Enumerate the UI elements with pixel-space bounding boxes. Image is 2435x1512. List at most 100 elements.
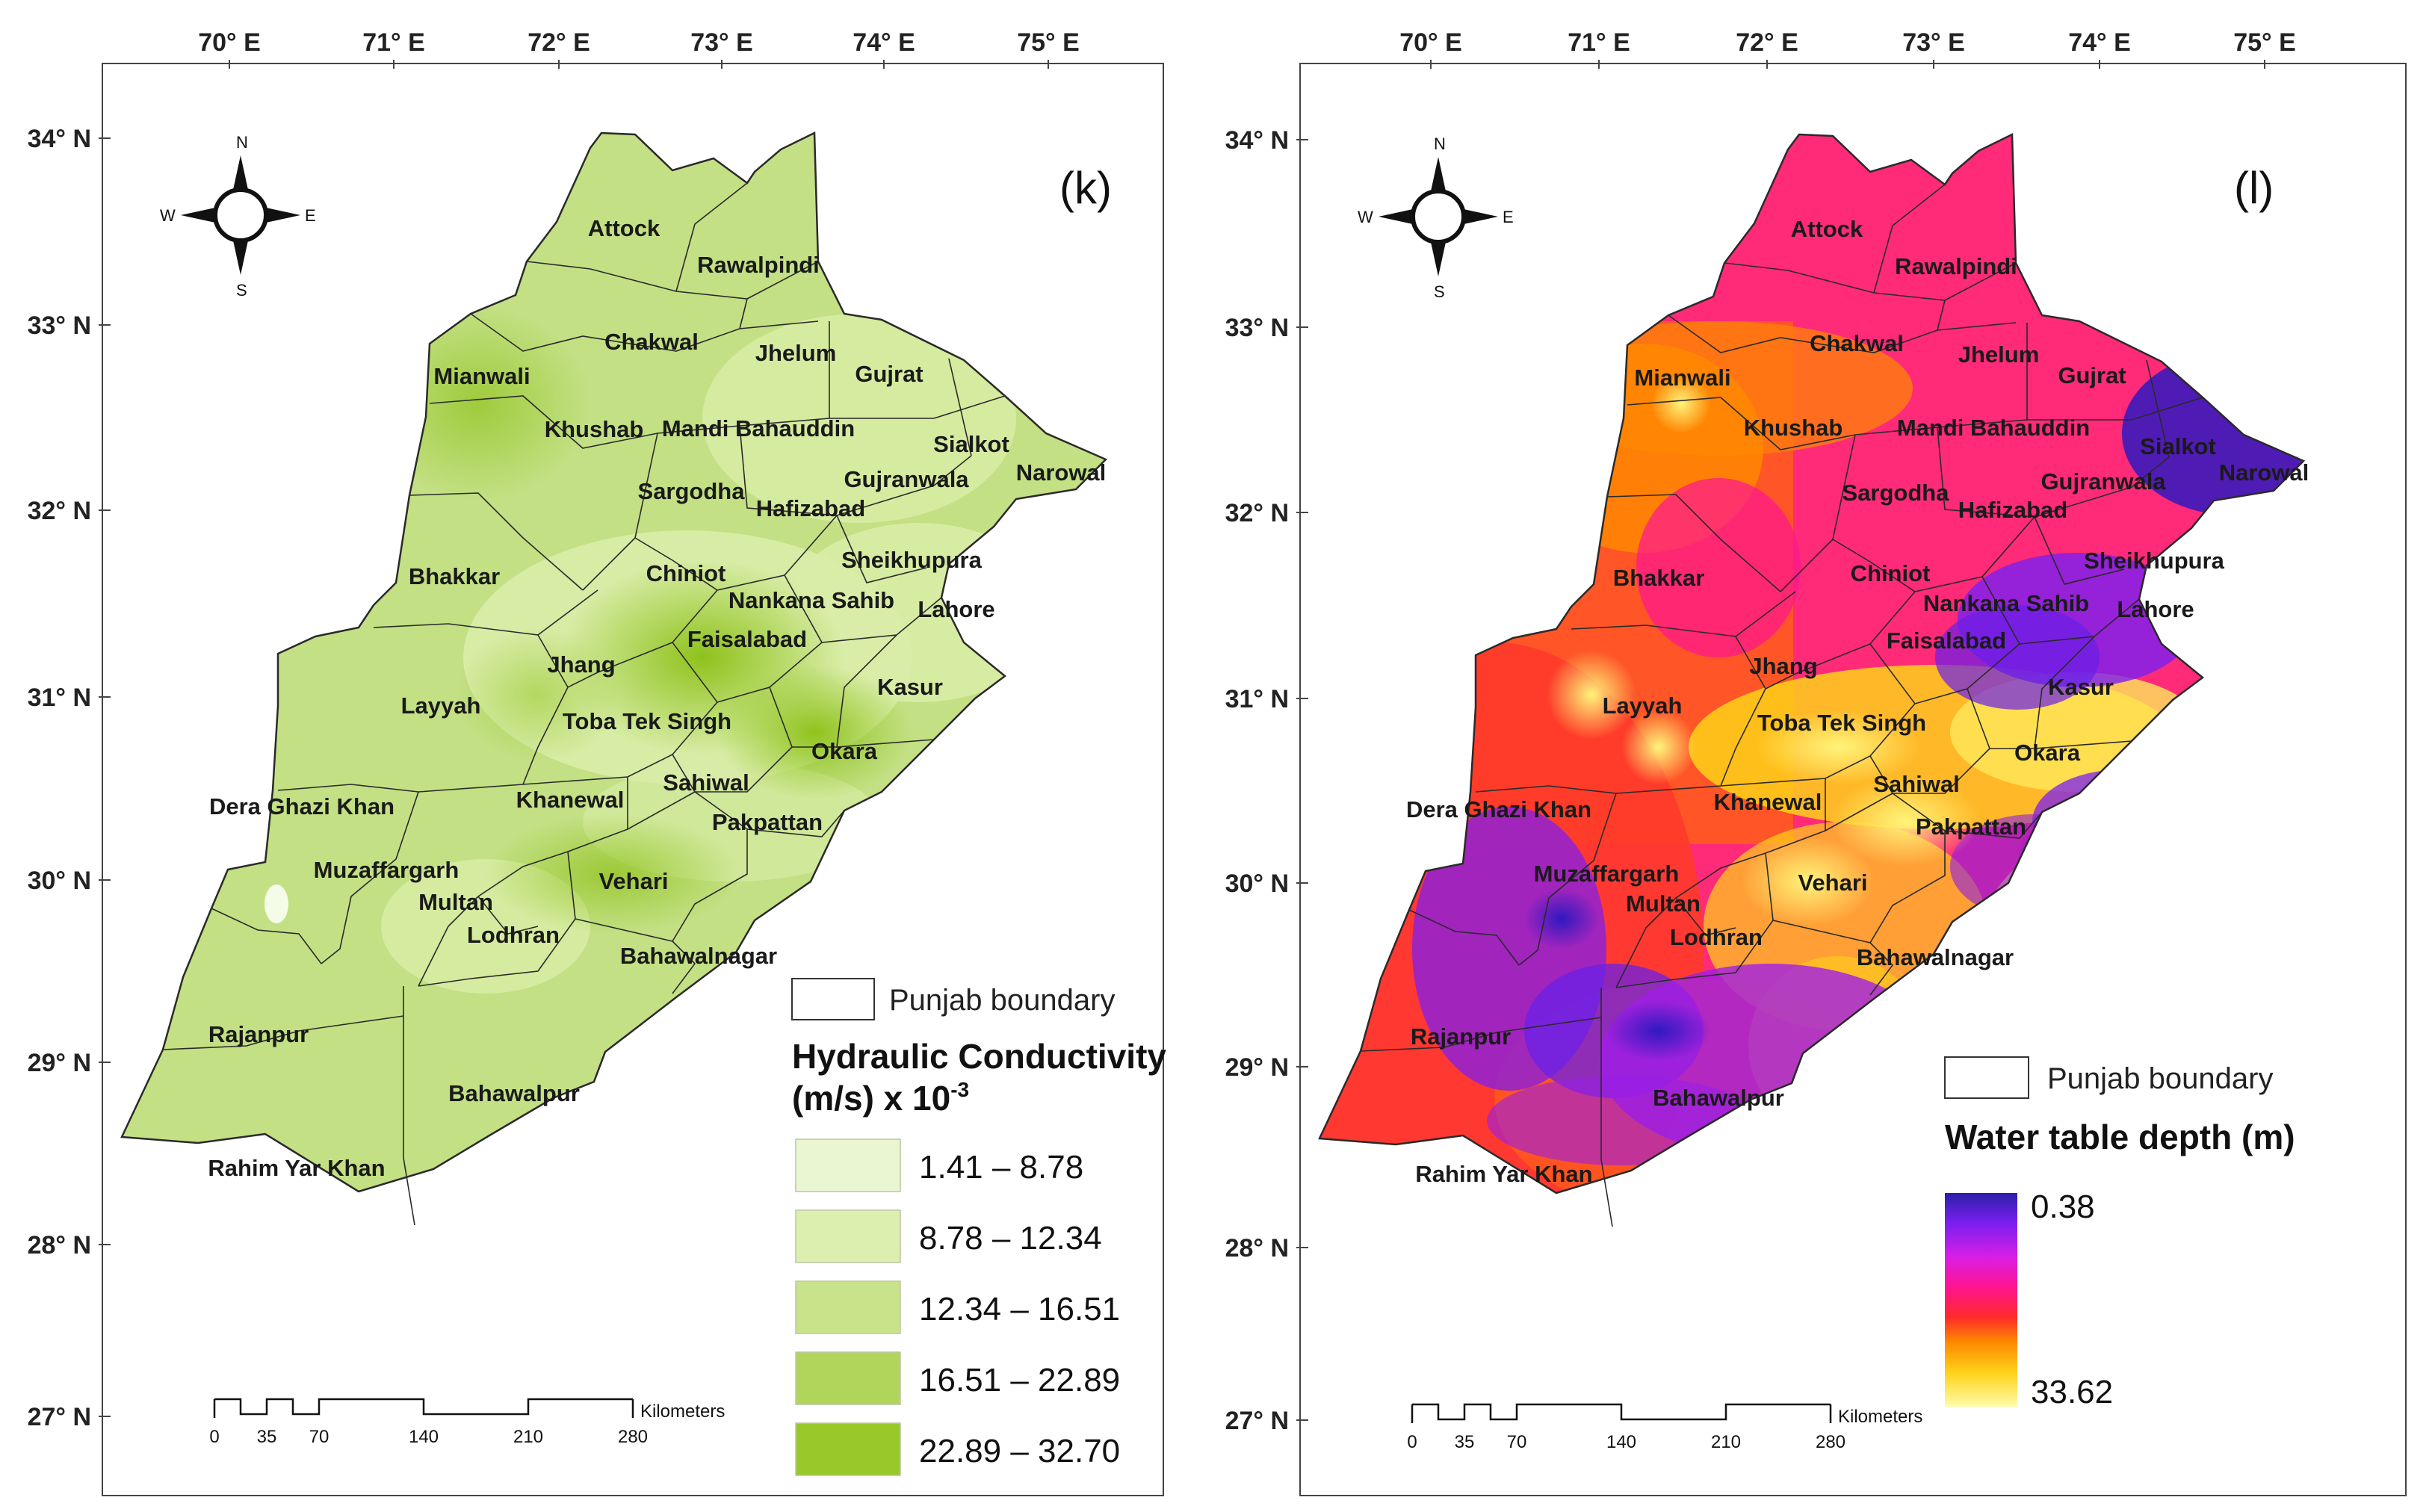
district-borders-k <box>162 182 1006 1226</box>
scale-tick-label: 35 <box>1455 1432 1475 1452</box>
district-label-okara: Okara <box>811 738 878 764</box>
district-label-rajanpur: Rajanpur <box>1411 1023 1511 1050</box>
north-arrow-k: N S E W <box>160 133 316 300</box>
legend-classes-k: 1.41 – 8.78 8.78 – 12.34 12.34 – 16.51 16.5… <box>795 1138 1120 1476</box>
district-label-pakpattan: Pakpattan <box>712 809 823 835</box>
compass-s-l: S <box>1434 282 1445 301</box>
scale-ticks-l: 0 35 70 140 210 280 <box>1407 1432 1845 1452</box>
scale-tick-label: 280 <box>1816 1432 1845 1452</box>
lon-tick-label: 70° E <box>198 28 261 57</box>
legend-l: Punjab boundary Water table depth (m) 0.… <box>1944 1056 2295 1410</box>
district-label-mandi-bahauddin: Mandi Bahauddin <box>662 415 855 441</box>
lat-tick-label: 31° N <box>1225 685 1289 713</box>
district-label-sheikhupura: Sheikhupura <box>841 547 983 573</box>
scale-tick-label: 70 <box>1507 1432 1527 1452</box>
scale-unit-l: Kilometers <box>1838 1407 1922 1427</box>
district-label-khushab: Khushab <box>1744 415 1843 441</box>
district-label-chiniot: Chiniot <box>1851 560 1931 586</box>
district-label-sialkot: Sialkot <box>933 431 1009 457</box>
district-label-dera-ghazi-khan: Dera Ghazi Khan <box>209 793 395 819</box>
lon-tick-label: 71° E <box>1568 28 1630 57</box>
district-label-sahiwal: Sahiwal <box>663 769 749 796</box>
district-label-rawalpindi: Rawalpindi <box>697 252 820 278</box>
district-label-multan: Multan <box>1626 890 1701 917</box>
lon-tick-label: 73° E <box>690 28 753 57</box>
lon-tick-label: 75° E <box>2233 28 2296 57</box>
district-label-mandi-bahauddin: Mandi Bahauddin <box>1897 415 2090 441</box>
scale-bar-graphic-k <box>213 1398 634 1418</box>
district-label-muzaffargarh: Muzaffargarh <box>314 857 460 883</box>
district-label-pakpattan: Pakpattan <box>1916 814 2026 840</box>
legend-swatch-3 <box>795 1280 901 1334</box>
north-arrow-l: N S E W <box>1358 134 1514 301</box>
legend-class-label-1: 1.41 – 8.78 <box>919 1149 1083 1186</box>
lon-tick-label: 74° E <box>2068 28 2131 57</box>
legend-title-l: Water table depth (m) <box>1945 1118 2295 1156</box>
district-label-attock: Attock <box>1791 216 1863 242</box>
compass-w-l: W <box>1358 208 1373 226</box>
lat-tick-label: 29° N <box>1225 1053 1289 1082</box>
district-label-mianwali: Mianwali <box>433 363 530 389</box>
lat-tick-label: 28° N <box>1225 1234 1289 1262</box>
compass-n-l: N <box>1434 134 1446 153</box>
district-label-sargodha: Sargodha <box>638 478 746 504</box>
boundary-swatch-k <box>791 978 875 1020</box>
panel-k: Attock Rawalpindi Chakwal Jhelum Gujrat Mianw… <box>28 28 1166 1496</box>
lat-tick-label: 32° N <box>28 497 91 525</box>
district-labels-l: Attock Rawalpindi Chakwal Jhelum Gujrat Mianw… <box>1406 216 2309 1187</box>
district-label-faisalabad: Faisalabad <box>1887 628 2006 654</box>
district-label-toba-tek-singh: Toba Tek Singh <box>563 708 731 734</box>
lat-tick-label: 27° N <box>1225 1407 1289 1435</box>
district-label-dera-ghazi-khan: Dera Ghazi Khan <box>1406 796 1591 822</box>
district-label-bhakkar: Bhakkar <box>409 563 500 589</box>
district-label-khanewal: Khanewal <box>1714 789 1822 815</box>
district-label-attock: Attock <box>588 215 660 241</box>
district-label-mianwali: Mianwali <box>1634 365 1730 391</box>
scale-tick-label: 70 <box>309 1427 329 1447</box>
axes-l: 70° E 71° E 72° E 73° E 74° E 75° E 34° N 33° N… <box>1225 28 2296 1435</box>
panel-l: Attock Rawalpindi Chakwal Jhelum Gujrat Mianw… <box>1225 28 2407 1496</box>
district-label-rawalpindi: Rawalpindi <box>1895 253 2017 279</box>
lon-tick-label: 74° E <box>853 28 915 57</box>
legend-swatch-5 <box>795 1422 901 1476</box>
conductivity-zones <box>264 306 1053 994</box>
legend-class-label-2: 8.78 – 12.34 <box>919 1220 1102 1257</box>
lat-tick-label: 31° N <box>28 684 91 712</box>
lat-tick-label: 28° N <box>28 1231 91 1260</box>
scale-tick-label: 0 <box>1407 1432 1417 1452</box>
district-label-layyah: Layyah <box>401 693 481 719</box>
district-label-jhang: Jhang <box>547 651 615 678</box>
hydraulic-conductivity-map: Attock Rawalpindi Chakwal Jhelum Gujrat Mianw… <box>120 131 1107 1226</box>
compass-s-k: S <box>236 281 247 300</box>
district-label-muzaffargarh: Muzaffargarh <box>1534 861 1680 887</box>
district-label-khushab: Khushab <box>545 416 644 442</box>
district-label-bahawalnagar: Bahawalnagar <box>620 943 777 969</box>
lon-tick-label: 72° E <box>527 28 590 57</box>
district-label-sheikhupura: Sheikhupura <box>2084 548 2225 574</box>
lat-tick-label: 32° N <box>1225 499 1289 527</box>
ramp-shallow-label: 0.38 <box>2031 1189 2095 1225</box>
district-label-jhang: Jhang <box>1749 653 1817 679</box>
lon-tick-label: 73° E <box>1902 28 1965 57</box>
district-label-lodhran: Lodhran <box>467 922 560 948</box>
scale-tick-label: 35 <box>257 1427 277 1447</box>
district-label-gujranwala: Gujranwala <box>844 466 969 492</box>
scale-bar-l: Kilometers 0 35 70 140 210 280 <box>1407 1403 1922 1452</box>
district-label-okara: Okara <box>2014 740 2081 766</box>
district-label-chiniot: Chiniot <box>646 560 726 586</box>
lon-tick-label: 72° E <box>1736 28 1798 57</box>
district-label-nankana-sahib: Nankana Sahib <box>1923 590 2089 616</box>
district-label-jhelum: Jhelum <box>755 340 837 366</box>
legend-class-label-5: 22.89 – 32.70 <box>919 1433 1120 1469</box>
scale-bar-graphic-l <box>1411 1403 1832 1423</box>
district-label-bahawalpur: Bahawalpur <box>1653 1085 1784 1111</box>
compass-w-k: W <box>160 206 176 225</box>
district-label-khanewal: Khanewal <box>516 787 625 813</box>
lat-tick-label: 30° N <box>1225 870 1289 898</box>
district-label-rahim-yar-khan: Rahim Yar Khan <box>208 1155 385 1181</box>
scale-tick-label: 210 <box>513 1427 543 1447</box>
district-label-jhelum: Jhelum <box>1958 341 2040 368</box>
ramp-deep-label: 33.62 <box>2031 1374 2113 1410</box>
district-label-layyah: Layyah <box>1603 693 1683 719</box>
lat-tick-label: 33° N <box>1225 314 1289 342</box>
